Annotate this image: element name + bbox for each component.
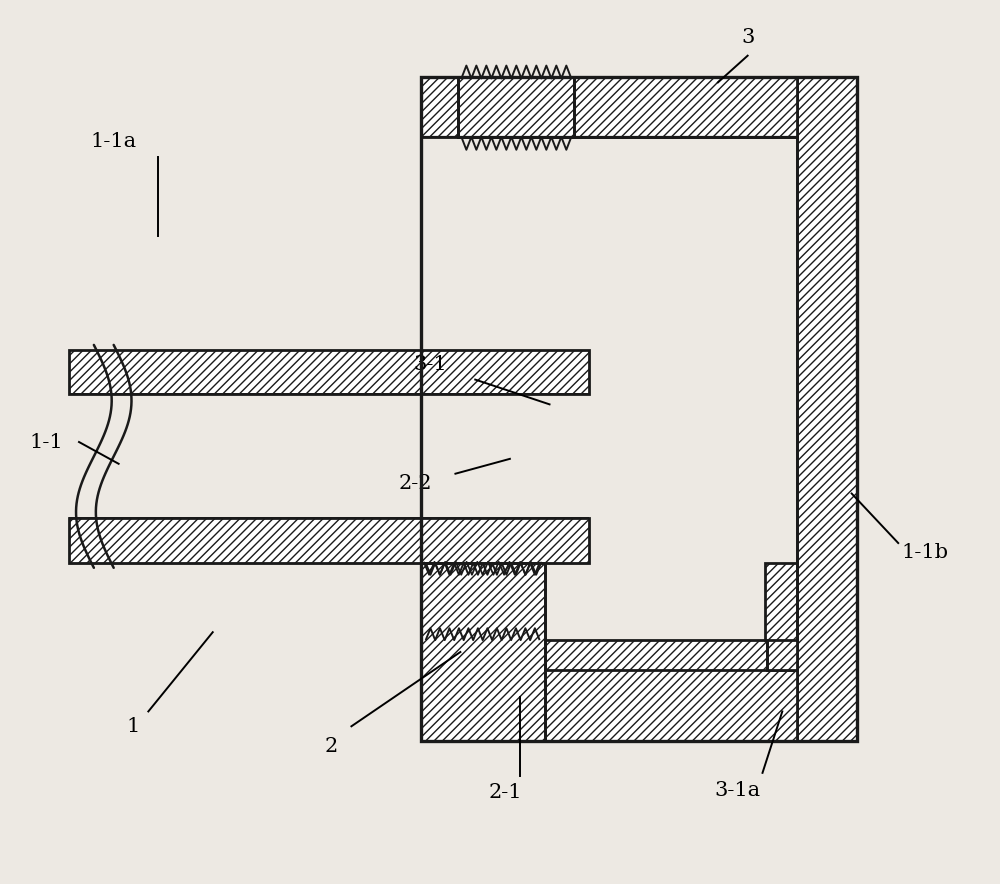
Polygon shape [421, 563, 545, 741]
Bar [458, 78, 574, 137]
Text: 1-1a: 1-1a [91, 133, 137, 151]
Text: 1-1: 1-1 [29, 432, 63, 452]
Text: 1: 1 [127, 717, 140, 735]
Text: 3-1: 3-1 [414, 355, 448, 374]
Text: 2-2: 2-2 [399, 474, 433, 493]
Bar [421, 563, 545, 741]
Text: 3-1a: 3-1a [715, 781, 761, 800]
Text: 2: 2 [325, 736, 338, 756]
Polygon shape [458, 78, 574, 137]
Polygon shape [69, 350, 589, 394]
Polygon shape [421, 78, 797, 137]
Text: 2-1: 2-1 [488, 783, 522, 802]
Polygon shape [69, 518, 589, 563]
Polygon shape [545, 640, 797, 741]
Bar [421, 78, 857, 741]
Text: 3: 3 [741, 28, 754, 48]
Polygon shape [574, 78, 857, 741]
Text: 1-1b: 1-1b [901, 544, 948, 562]
Polygon shape [765, 563, 797, 670]
